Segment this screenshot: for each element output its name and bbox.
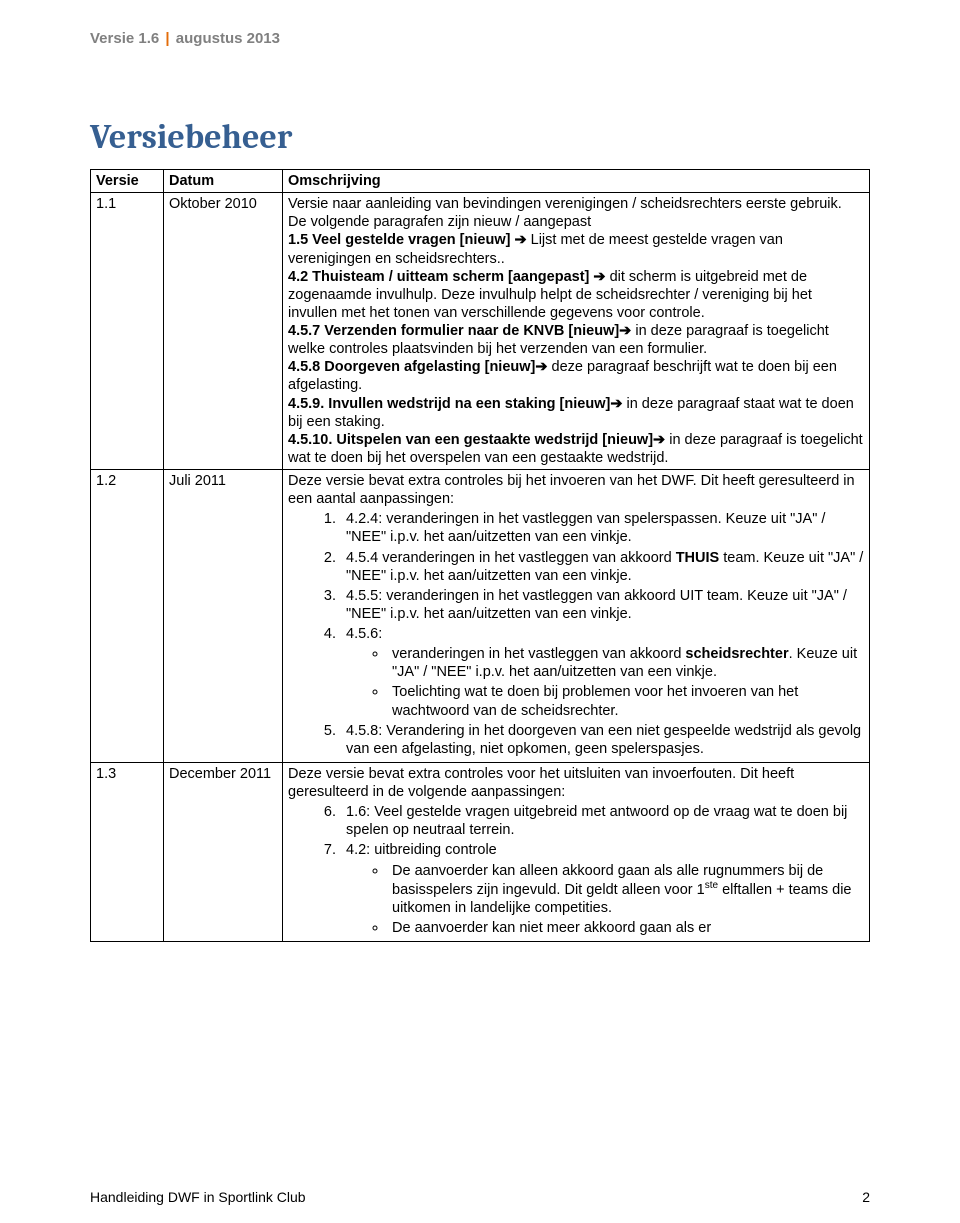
- col-header-datum: Datum: [164, 170, 283, 193]
- text-bold: 4.5.8 Doorgeven afgelasting [nieuw]: [288, 359, 535, 375]
- sub-list: veranderingen in het vastleggen van akko…: [346, 645, 864, 720]
- table-row: 1.3 December 2011 Deze versie bevat extr…: [91, 762, 870, 941]
- col-header-omschrijving: Omschrijving: [283, 170, 870, 193]
- page-footer: Handleiding DWF in Sportlink Club 2: [90, 1189, 870, 1205]
- col-header-versie: Versie: [91, 170, 164, 193]
- header-date: augustus 2013: [176, 30, 280, 47]
- list-item: 4.2.4: veranderingen in het vastleggen v…: [340, 510, 864, 546]
- page-header: Versie 1.6 | augustus 2013: [90, 30, 870, 47]
- list-item: De aanvoerder kan alleen akkoord gaan al…: [388, 862, 864, 917]
- cell-datum: Oktober 2010: [164, 193, 283, 470]
- text: 4.5.5: veranderingen in het vastleggen v…: [346, 588, 847, 622]
- list-item: Toelichting wat te doen bij problemen vo…: [388, 683, 864, 719]
- text: 1.6: Veel gestelde vragen uitgebreid met…: [346, 804, 847, 838]
- text: Versie naar aanleiding van bevindingen v…: [288, 196, 842, 230]
- arrow-icon: ➔: [514, 232, 526, 248]
- arrow-icon: ➔: [610, 396, 622, 412]
- ordered-list: 4.2.4: veranderingen in het vastleggen v…: [288, 510, 864, 758]
- list-item: 4.5.8: Verandering in het doorgeven van …: [340, 722, 864, 758]
- text: Toelichting wat te doen bij problemen vo…: [392, 684, 798, 718]
- list-item: 4.2: uitbreiding controle De aanvoerder …: [340, 841, 864, 936]
- superscript: ste: [705, 880, 718, 891]
- text: 4.5.4 veranderingen in het vastleggen va…: [346, 550, 676, 566]
- cell-datum: Juli 2011: [164, 470, 283, 763]
- version-table: Versie Datum Omschrijving 1.1 Oktober 20…: [90, 169, 870, 942]
- text: De aanvoerder kan niet meer akkoord gaan…: [392, 920, 711, 936]
- arrow-icon: ➔: [653, 432, 665, 448]
- list-item: 4.5.5: veranderingen in het vastleggen v…: [340, 587, 864, 623]
- arrow-icon: ➔: [593, 269, 605, 285]
- arrow-icon: ➔: [535, 359, 547, 375]
- text-bold: 4.5.10. Uitspelen van een gestaakte weds…: [288, 432, 653, 448]
- table-row: 1.2 Juli 2011 Deze versie bevat extra co…: [91, 470, 870, 763]
- table-header-row: Versie Datum Omschrijving: [91, 170, 870, 193]
- text: 4.5.8: Verandering in het doorgeven van …: [346, 723, 861, 757]
- arrow-icon: ➔: [619, 323, 631, 339]
- cell-versie: 1.2: [91, 470, 164, 763]
- text: 4.5.6:: [346, 626, 382, 642]
- text-bold: THUIS: [676, 550, 720, 566]
- footer-page-number: 2: [862, 1189, 870, 1205]
- table-row: 1.1 Oktober 2010 Versie naar aanleiding …: [91, 193, 870, 470]
- list-item: 1.6: Veel gestelde vragen uitgebreid met…: [340, 803, 864, 839]
- sub-list: De aanvoerder kan alleen akkoord gaan al…: [346, 862, 864, 937]
- ordered-list: 1.6: Veel gestelde vragen uitgebreid met…: [288, 803, 864, 937]
- text: Deze versie bevat extra controles voor h…: [288, 766, 794, 800]
- text-bold: 4.5.7 Verzenden formulier naar de KNVB […: [288, 323, 619, 339]
- header-version: Versie 1.6: [90, 30, 159, 47]
- footer-title: Handleiding DWF in Sportlink Club: [90, 1189, 306, 1205]
- cell-omschrijving: Deze versie bevat extra controles bij he…: [283, 470, 870, 763]
- text: 4.2: uitbreiding controle: [346, 842, 497, 858]
- text-bold: 4.2 Thuisteam / uitteam scherm [aangepas…: [288, 269, 593, 285]
- cell-omschrijving: Versie naar aanleiding van bevindingen v…: [283, 193, 870, 470]
- cell-versie: 1.1: [91, 193, 164, 470]
- cell-versie: 1.3: [91, 762, 164, 941]
- text: 4.2.4: veranderingen in het vastleggen v…: [346, 511, 825, 545]
- text-bold: scheidsrechter: [685, 646, 788, 662]
- text: veranderingen in het vastleggen van akko…: [392, 646, 685, 662]
- page-title: Versiebeheer: [90, 117, 870, 157]
- text: Deze versie bevat extra controles bij he…: [288, 473, 855, 507]
- cell-omschrijving: Deze versie bevat extra controles voor h…: [283, 762, 870, 941]
- cell-datum: December 2011: [164, 762, 283, 941]
- text-bold: 1.5 Veel gestelde vragen [nieuw]: [288, 232, 514, 248]
- header-divider: |: [163, 30, 171, 47]
- list-item: 4.5.6: veranderingen in het vastleggen v…: [340, 625, 864, 720]
- list-item: De aanvoerder kan niet meer akkoord gaan…: [388, 919, 864, 937]
- list-item: veranderingen in het vastleggen van akko…: [388, 645, 864, 681]
- text-bold: 4.5.9. Invullen wedstrijd na een staking…: [288, 396, 610, 412]
- list-item: 4.5.4 veranderingen in het vastleggen va…: [340, 549, 864, 585]
- document-page: Versie 1.6 | augustus 2013 Versiebeheer …: [0, 0, 960, 1223]
